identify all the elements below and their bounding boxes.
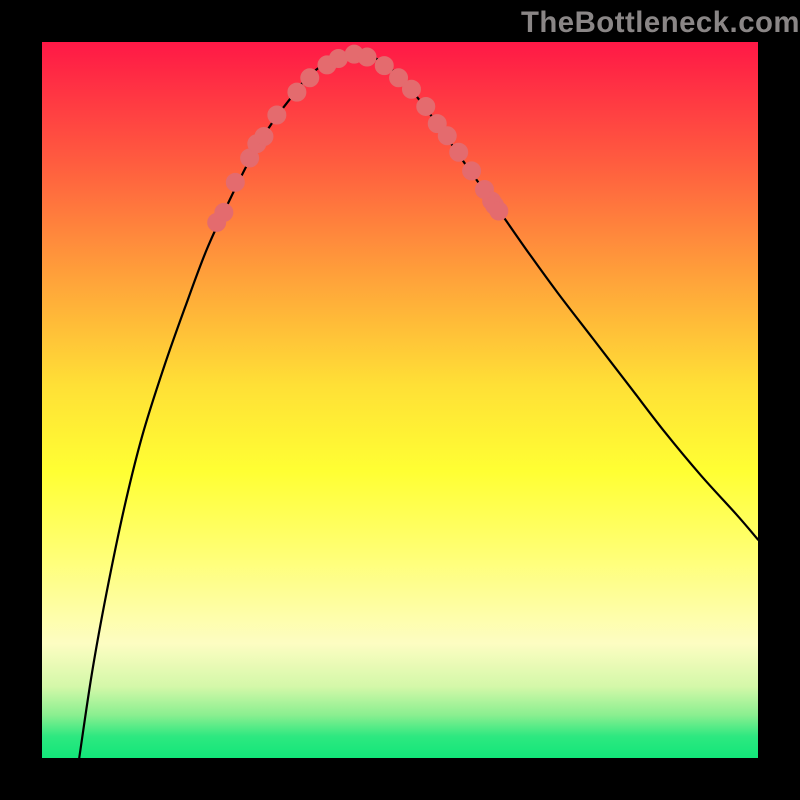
scatter-point	[329, 49, 347, 67]
watermark-text: TheBottleneck.com	[521, 6, 800, 40]
scatter-point	[390, 69, 408, 87]
scatter-markers	[208, 45, 508, 231]
scatter-point	[375, 57, 393, 75]
scatter-point	[417, 97, 435, 115]
scatter-point	[450, 143, 468, 161]
scatter-point	[268, 106, 286, 124]
scatter-point	[463, 162, 481, 180]
scatter-point	[483, 192, 501, 210]
scatter-point	[255, 128, 273, 146]
scatter-point	[248, 135, 266, 153]
v-curve	[79, 54, 758, 758]
scatter-point	[345, 45, 363, 63]
outer-frame: TheBottleneck.com	[0, 0, 800, 800]
scatter-point	[438, 127, 456, 145]
scatter-point	[475, 181, 493, 199]
scatter-point	[226, 173, 244, 191]
scatter-point	[490, 202, 508, 220]
scatter-point	[215, 203, 233, 221]
scatter-point	[318, 56, 336, 74]
plot-area	[42, 42, 758, 758]
scatter-point	[358, 48, 376, 66]
scatter-point	[301, 69, 319, 87]
scatter-point	[288, 83, 306, 101]
scatter-point	[402, 80, 420, 98]
scatter-point	[428, 115, 446, 133]
scatter-point	[486, 196, 504, 214]
scatter-point	[208, 213, 226, 231]
chart-svg	[42, 42, 758, 758]
scatter-point	[241, 149, 259, 167]
